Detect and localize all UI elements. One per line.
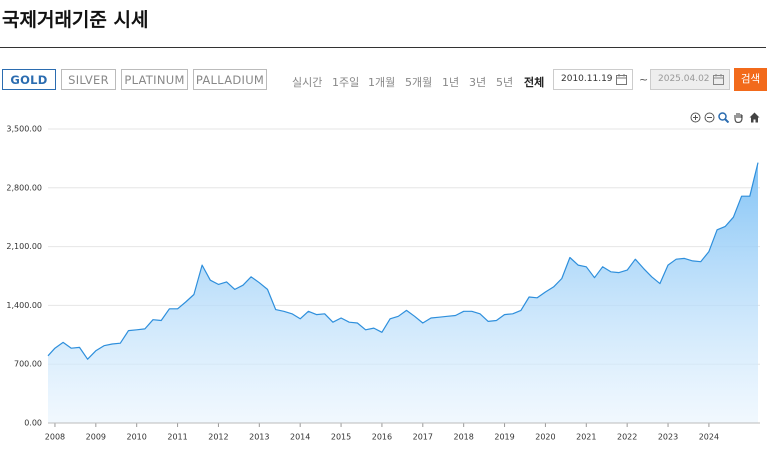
y-tick-label: 2,800.00 xyxy=(6,183,42,192)
metal-tab[interactable]: PLATINUM xyxy=(121,69,188,90)
calendar-icon[interactable] xyxy=(713,74,724,85)
metal-tab[interactable]: GOLD xyxy=(2,69,56,90)
period-link[interactable]: 전체 xyxy=(524,76,545,89)
divider xyxy=(0,47,766,48)
date-text: 2025.04.02 xyxy=(658,74,710,84)
x-tick-label: 2016 xyxy=(372,433,392,442)
x-tick-label: 2014 xyxy=(290,433,310,442)
y-tick-label: 0.00 xyxy=(24,419,42,428)
x-tick-label: 2023 xyxy=(658,433,678,442)
date-separator: ~ xyxy=(639,73,649,86)
x-tick-label: 2017 xyxy=(413,433,433,442)
date-to-input[interactable]: 2025.04.02 xyxy=(650,69,730,90)
x-tick-label: 2019 xyxy=(494,433,514,442)
x-tick-label: 2020 xyxy=(535,433,555,442)
reset-home-icon[interactable] xyxy=(749,112,760,123)
period-link[interactable]: 1개월 xyxy=(368,76,396,89)
x-tick-label: 2011 xyxy=(167,433,187,442)
metal-tab[interactable]: PALLADIUM xyxy=(193,69,267,90)
x-tick-label: 2009 xyxy=(86,433,106,442)
y-tick-label: 700.00 xyxy=(14,360,42,369)
date-from-input[interactable]: 2010.11.19 xyxy=(553,69,633,90)
y-tick-label: 3,500.00 xyxy=(6,125,42,134)
x-tick-label: 2015 xyxy=(331,433,351,442)
pan-icon[interactable] xyxy=(733,112,744,123)
calendar-icon[interactable] xyxy=(616,74,627,85)
x-tick-label: 2010 xyxy=(127,433,147,442)
date-text: 2010.11.19 xyxy=(561,74,613,84)
y-tick-label: 1,400.00 xyxy=(6,301,42,310)
page-title: 국제거래기준 시세 xyxy=(2,9,149,31)
y-tick-label: 2,100.00 xyxy=(6,242,42,251)
period-link[interactable]: 실시간 xyxy=(292,76,323,89)
x-tick-label: 2024 xyxy=(699,433,719,442)
search-button[interactable]: 검색 xyxy=(734,68,767,91)
zoom-select-icon[interactable] xyxy=(718,112,729,123)
x-tick-label: 2013 xyxy=(249,433,269,442)
period-link[interactable]: 3년 xyxy=(469,76,487,89)
price-area xyxy=(48,162,758,423)
x-tick-label: 2022 xyxy=(617,433,637,442)
price-line xyxy=(47,162,759,360)
metal-tab[interactable]: SILVER xyxy=(61,69,116,90)
x-tick-label: 2021 xyxy=(576,433,596,442)
zoom-out-icon[interactable] xyxy=(704,112,715,123)
period-link[interactable]: 5개월 xyxy=(405,76,433,89)
x-tick-label: 2012 xyxy=(208,433,228,442)
zoom-in-icon[interactable] xyxy=(690,112,701,123)
period-link[interactable]: 5년 xyxy=(496,76,514,89)
period-link[interactable]: 1주일 xyxy=(332,76,360,89)
x-tick-label: 2008 xyxy=(45,433,65,442)
period-link[interactable]: 1년 xyxy=(442,76,460,89)
x-tick-label: 2018 xyxy=(453,433,473,442)
